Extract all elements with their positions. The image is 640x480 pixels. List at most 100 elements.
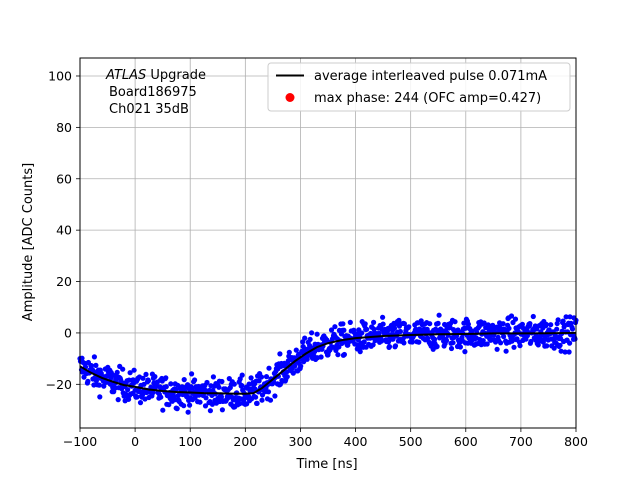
scatter-point [530, 313, 536, 320]
scatter-point [134, 394, 140, 400]
scatter-point [219, 407, 225, 413]
scatter-point [253, 394, 259, 400]
scatter-point [401, 321, 407, 327]
scatter-point [568, 320, 574, 326]
scatter-point [174, 406, 180, 412]
scatter-point [517, 343, 523, 349]
scatter-point [307, 343, 313, 349]
scatter-point [93, 362, 99, 368]
scatter-point [390, 336, 396, 342]
scatter-point [457, 344, 463, 350]
scatter-point [307, 336, 313, 342]
scatter-point [371, 319, 377, 325]
scatter-point [380, 321, 386, 327]
plot-frame [79, 57, 577, 429]
scatter-point [181, 377, 187, 383]
scatter-point [569, 326, 576, 332]
scatter-point [368, 330, 374, 337]
y-tick-label: 80 [56, 120, 72, 135]
scatter-point [150, 390, 156, 396]
scatter-point [181, 403, 187, 409]
scatter-point [163, 384, 169, 390]
scatter-point [302, 335, 308, 341]
y-axis-label: Amplitude [ADC Counts] [21, 163, 36, 321]
scatter-point [567, 314, 573, 320]
scatter-point [216, 384, 222, 390]
x-tick-label: 500 [399, 434, 423, 449]
scatter-point [425, 335, 431, 341]
scatter-point [284, 374, 290, 380]
scatter-point [258, 374, 265, 380]
scatter-point [219, 378, 225, 385]
scatter-point [566, 349, 572, 355]
scatter-point [202, 403, 209, 409]
scatter-point [145, 378, 151, 384]
scatter-point [166, 402, 172, 408]
scatter-point [204, 379, 210, 386]
scatter-point [527, 321, 533, 327]
legend: average interleaved pulse 0.071mA max ph… [267, 62, 571, 112]
scatter-point [364, 326, 370, 332]
scatter-point [336, 344, 342, 350]
scatter-point [328, 327, 335, 333]
scatter-point [91, 354, 97, 360]
scatter-point [548, 322, 554, 328]
scatter-point [494, 346, 500, 352]
scatter-point [277, 351, 283, 357]
scatter-point [503, 348, 509, 354]
scatter-point [557, 342, 563, 348]
scatter-point [341, 327, 347, 333]
scatter-point [386, 344, 393, 350]
scatter-point [511, 344, 517, 350]
plot-area [77, 57, 579, 429]
x-tick-label: 400 [344, 434, 368, 449]
scatter-point [256, 378, 262, 384]
scatter-point [385, 339, 392, 345]
scatter-point [209, 401, 215, 407]
scatter-point [401, 340, 407, 346]
scatter-point [432, 336, 438, 342]
plot-background [80, 58, 576, 428]
scatter-point [163, 375, 169, 381]
scatter-point [115, 397, 121, 403]
scatter-point [332, 324, 338, 330]
scatter-point [79, 355, 85, 361]
scatter-point [207, 408, 213, 414]
scatter-point [535, 342, 541, 348]
scatter-point [555, 317, 561, 323]
y-axis: −20 0 20 40 60 80 100 [46, 68, 80, 392]
scatter-point [152, 374, 158, 380]
scatter-point [97, 394, 103, 400]
scatter-point [434, 343, 440, 350]
scatter-point [272, 393, 278, 399]
scatter-point [562, 349, 568, 355]
scatter-point [266, 365, 272, 371]
scatter-point [85, 378, 91, 384]
scatter-point [397, 328, 403, 335]
scatter-point [452, 319, 458, 325]
scatter-point [528, 338, 534, 345]
scatter-point [197, 399, 203, 405]
scatter-point [563, 314, 569, 320]
scatter-point [263, 374, 270, 380]
y-tick-label: −20 [46, 377, 72, 392]
scatter-point [239, 372, 245, 378]
scatter-point [501, 333, 507, 340]
scatter-points [77, 312, 579, 415]
scatter-point [218, 394, 224, 400]
scatter-point [93, 378, 99, 384]
scatter-point [551, 345, 557, 351]
scatter-point [318, 354, 324, 360]
scatter-point [185, 409, 191, 415]
scatter-point [340, 321, 346, 327]
scatter-point [448, 345, 455, 352]
annotation: ATLAS Upgrade Board186975 Ch021 35dB [105, 68, 206, 117]
scatter-point [189, 385, 195, 391]
annotation-line-3: Ch021 35dB [109, 102, 189, 117]
scatter-point [267, 397, 274, 403]
scatter-point [392, 343, 399, 349]
x-tick-label: 300 [289, 434, 313, 449]
x-tick-label: 600 [454, 434, 478, 449]
scatter-point [409, 339, 415, 345]
scatter-point [248, 375, 254, 381]
